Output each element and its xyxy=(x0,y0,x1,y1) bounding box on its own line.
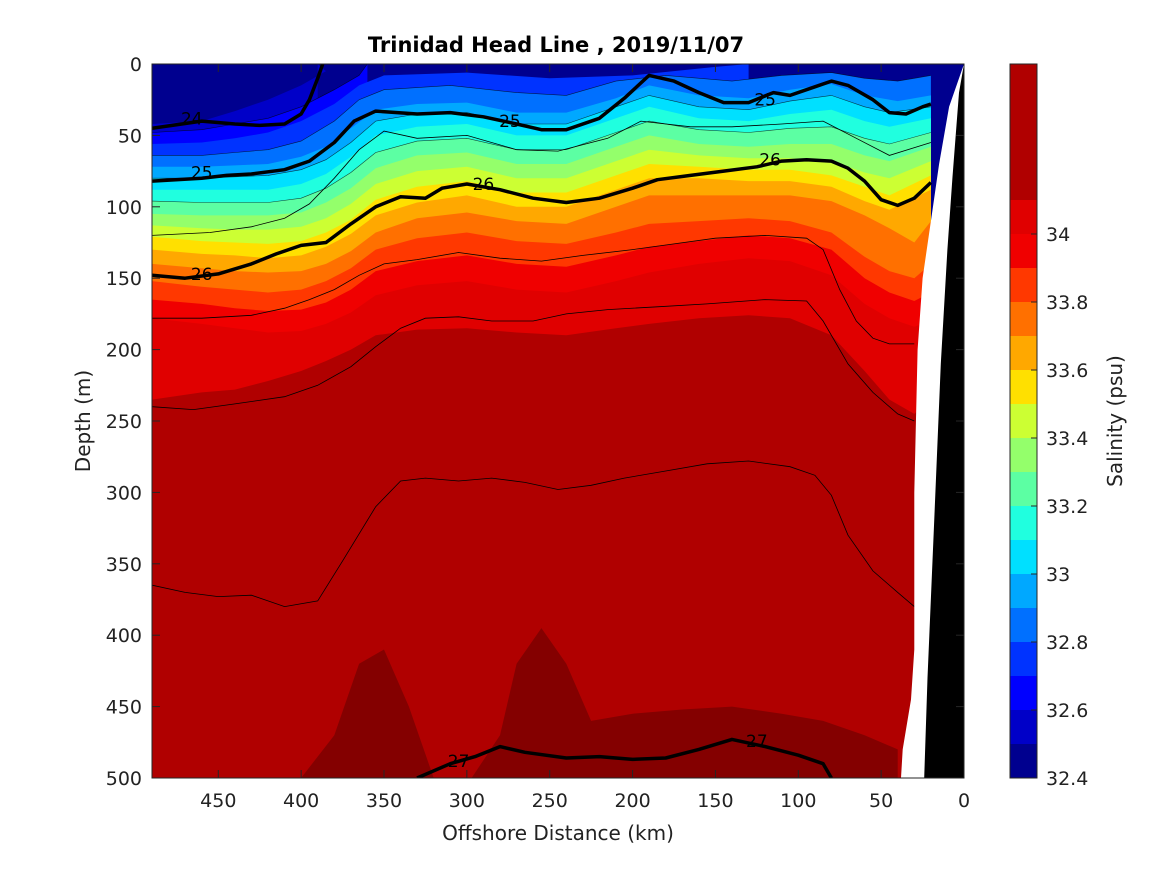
y-tick-label: 500 xyxy=(106,768,142,790)
x-tick-label: 200 xyxy=(614,790,650,812)
fine-contour-3 xyxy=(152,72,931,156)
fine-contour-1 xyxy=(152,64,368,133)
x-tick-label: 0 xyxy=(958,790,970,812)
density-label-25-2: 25 xyxy=(191,164,213,184)
salinity-band-34.1 xyxy=(152,315,923,778)
colorbar-swatch xyxy=(1010,472,1037,506)
axes: 450 400 350 300 250 200 150 100 50 00501001502002… xyxy=(106,54,970,812)
y-tick-label: 350 xyxy=(106,554,142,576)
colorbar-tick-label: 33.8 xyxy=(1046,292,1088,314)
colorbar-swatch xyxy=(1010,676,1037,710)
colorbar-swatch xyxy=(1010,438,1037,472)
colorbar-tick-label: 33.4 xyxy=(1046,428,1088,450)
density-label-27-0: 27 xyxy=(448,752,470,772)
y-tick-label: 250 xyxy=(106,411,142,433)
colorbar-swatch xyxy=(1010,370,1037,404)
salinity-field: 24 25 25 25 26 26 26 27 27 xyxy=(152,64,964,778)
plot-area: 24 25 25 25 26 26 26 27 27 xyxy=(152,64,964,778)
density-contour-24 xyxy=(152,64,325,131)
x-tick-label: 150 xyxy=(697,790,733,812)
colorbar-tick-label: 32.4 xyxy=(1046,768,1088,790)
x-tick-label: 50 xyxy=(869,790,893,812)
colorbar-swatch xyxy=(1010,234,1037,268)
density-label-25-0: 25 xyxy=(499,112,521,132)
density-contour-27 xyxy=(416,737,833,778)
x-tick-label: 300 xyxy=(449,790,485,812)
colorbar-swatch xyxy=(1010,642,1037,676)
colorbar-swatch xyxy=(1010,64,1037,200)
y-tick-label: 0 xyxy=(130,54,142,76)
colorbar-swatch xyxy=(1010,336,1037,370)
density-label-27-1: 27 xyxy=(746,732,768,752)
y-tick-label: 100 xyxy=(106,197,142,219)
colorbar-swatch xyxy=(1010,302,1037,336)
y-tick-label: 150 xyxy=(106,268,142,290)
density-label-26-0: 26 xyxy=(473,175,495,195)
density-label-26-2: 26 xyxy=(191,265,213,285)
colorbar-label: Salinity (psu) xyxy=(1103,355,1127,487)
colorbar: 34 33.8 33.6 33.4 33.2 33 32.8 32.6 32.4 xyxy=(1009,63,1088,790)
x-tick-label: 100 xyxy=(780,790,816,812)
density-contour-26 xyxy=(152,157,933,280)
colorbar-swatch xyxy=(1010,404,1037,438)
x-tick-label: 350 xyxy=(366,790,402,812)
y-tick-label: 300 xyxy=(106,482,142,504)
density-label-25-1: 25 xyxy=(754,91,776,111)
colorbar-swatch xyxy=(1010,268,1037,302)
colorbar-tick-label: 33 xyxy=(1046,564,1070,586)
y-axis-label: Depth (m) xyxy=(71,370,95,472)
colorbar-tick-label: 33.6 xyxy=(1046,360,1088,382)
y-tick-label: 50 xyxy=(118,125,142,147)
colorbar-swatch xyxy=(1010,200,1037,234)
fine-contour-7 xyxy=(152,120,931,203)
colorbar-swatch xyxy=(1010,710,1037,744)
x-tick-label: 400 xyxy=(283,790,319,812)
chart-title: Trinidad Head Line , 2019/11/07 xyxy=(368,33,744,57)
salinity-band-34.5 xyxy=(301,628,898,778)
colorbar-frame xyxy=(1009,63,1038,779)
y-tick-label: 450 xyxy=(106,697,142,719)
y-tick-label: 200 xyxy=(106,340,142,362)
x-tick-label: 450 xyxy=(200,790,236,812)
density-label-24-0: 24 xyxy=(181,109,203,129)
density-label-26-1: 26 xyxy=(759,151,781,171)
colorbar-swatch xyxy=(1010,744,1037,778)
x-axis-label: Offshore Distance (km) xyxy=(442,821,674,845)
thin-contour-2 xyxy=(152,299,915,422)
colorbar-tick-label: 33.2 xyxy=(1046,496,1088,518)
colorbar-swatch xyxy=(1010,574,1037,608)
seafloor-bathymetry xyxy=(924,64,964,778)
colorbar-tick-label: 32.8 xyxy=(1046,632,1088,654)
colorbar-swatch xyxy=(1010,608,1037,642)
colorbar-swatch xyxy=(1010,540,1037,574)
colorbar-tick-label: 34 xyxy=(1046,224,1070,246)
y-tick-label: 400 xyxy=(106,625,142,647)
x-tick-label: 250 xyxy=(532,790,568,812)
colorbar-tick-label: 32.6 xyxy=(1046,700,1088,722)
thin-contour-3 xyxy=(152,460,915,608)
thin-contour-1 xyxy=(152,234,915,345)
colorbar-swatch xyxy=(1010,506,1037,540)
density-contour-25 xyxy=(152,73,932,183)
